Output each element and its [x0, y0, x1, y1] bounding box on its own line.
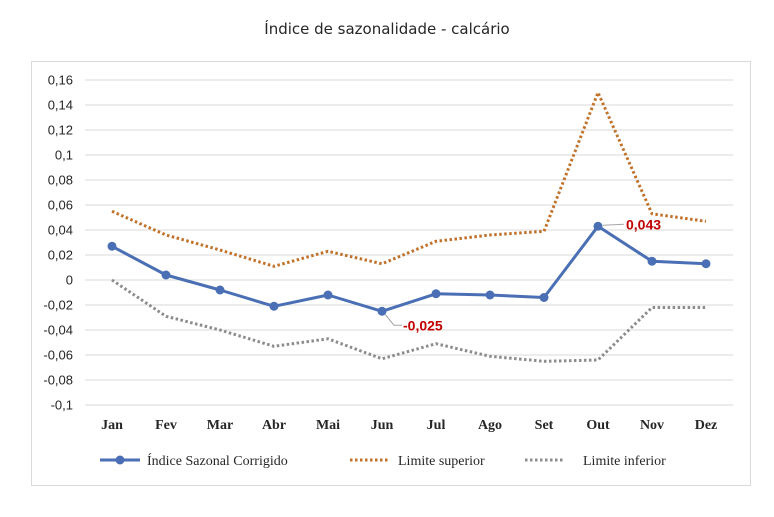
legend-label: Limite superior: [398, 454, 485, 469]
y-tick-label: 0,02: [48, 248, 73, 263]
y-tick-label: 0,1: [55, 148, 73, 163]
data-point: [377, 306, 387, 316]
legend-label: Índice Sazonal Corrigido: [147, 452, 288, 469]
y-tick-label: 0,14: [48, 98, 73, 113]
y-tick-label: 0,12: [48, 123, 73, 138]
series-line-2: [111, 278, 706, 363]
y-tick-label: 0,04: [48, 223, 73, 238]
y-tick-label: -0,1: [51, 398, 73, 413]
series-line-1: [111, 91, 707, 268]
data-point: [593, 221, 603, 231]
x-tick-label: Abr: [262, 418, 286, 433]
data-point: [539, 293, 549, 302]
data-point: [323, 290, 333, 300]
x-tick-label: Dez: [695, 418, 718, 433]
legend-marker: [115, 455, 125, 465]
y-tick-label: 0,06: [48, 198, 73, 213]
data-point: [161, 270, 171, 280]
data-point: [431, 289, 441, 299]
x-tick-label: Fev: [155, 418, 177, 433]
x-tick-label: Mai: [316, 418, 340, 433]
data-point: [107, 241, 117, 251]
legend-label: Limite inferior: [583, 454, 666, 469]
data-label: -0,025: [403, 317, 443, 333]
data-point: [485, 290, 495, 300]
y-tick-label: 0: [66, 273, 73, 288]
data-point: [269, 301, 279, 311]
leader-line: [384, 313, 402, 326]
data-label: 0,043: [626, 216, 661, 232]
chart-frame: [31, 61, 751, 486]
y-tick-label: -0,02: [43, 298, 73, 313]
y-tick-label: 0,16: [48, 73, 73, 88]
x-tick-label: Mar: [207, 418, 233, 433]
y-tick-label: -0,04: [43, 323, 73, 338]
x-tick-label: Set: [535, 418, 554, 433]
series-line-0: [111, 224, 707, 313]
x-tick-label: Jul: [427, 418, 446, 433]
y-tick-label: -0,08: [43, 373, 73, 388]
data-point: [647, 256, 657, 266]
chart-title: Índice de sazonalidade - calcário: [264, 20, 510, 38]
y-tick-label: 0,08: [48, 173, 73, 188]
x-tick-label: Jan: [101, 418, 123, 433]
y-tick-label: -0,06: [43, 348, 73, 363]
data-point: [215, 285, 225, 295]
leader-line: [602, 223, 625, 226]
x-tick-label: Jun: [371, 418, 394, 433]
data-point: [701, 259, 711, 269]
x-tick-label: Out: [586, 418, 610, 433]
x-tick-label: Nov: [640, 418, 664, 433]
x-tick-label: Ago: [478, 418, 502, 433]
